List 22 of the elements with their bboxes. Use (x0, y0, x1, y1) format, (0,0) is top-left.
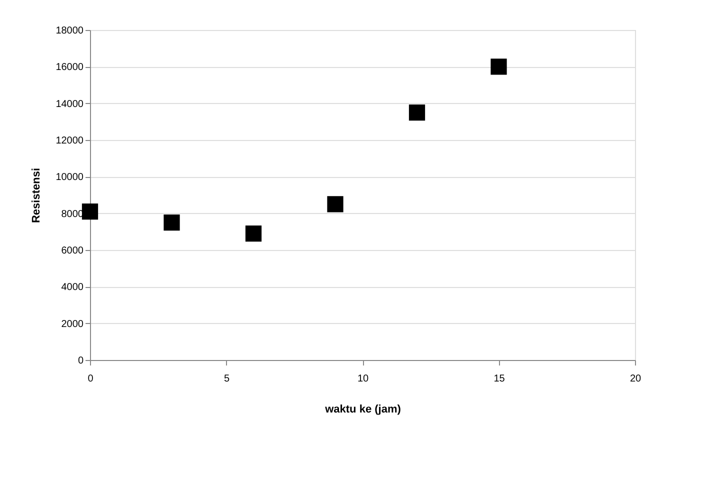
point (164, 214, 180, 231)
x-axis-title: waktu ke (jam) (324, 404, 402, 416)
x-tick-label: 20 (630, 374, 642, 384)
x-tick-label: 5 (224, 374, 230, 384)
point (327, 196, 344, 212)
point (82, 203, 98, 220)
y-tick-label: 10000 (56, 172, 84, 184)
y-tick-label: 12000 (56, 136, 84, 146)
y-axis-title: Resistensi (30, 168, 43, 224)
point (408, 104, 426, 121)
point (245, 225, 262, 242)
point (490, 58, 507, 75)
x-tick-label: 15 (494, 374, 506, 384)
y-tick-label: 2000 (61, 318, 84, 330)
y-tick-label: 0 (78, 356, 84, 366)
x-tick-label: 0 (88, 374, 94, 384)
y-tick-label: 16000 (56, 62, 84, 74)
x-tick-label: 10 (357, 374, 369, 384)
y-tick-label: 6000 (61, 246, 84, 256)
y-tick-label: 18000 (56, 26, 84, 36)
y-tick-label: 14000 (56, 98, 84, 110)
y-tick-label: 4000 (61, 282, 84, 294)
